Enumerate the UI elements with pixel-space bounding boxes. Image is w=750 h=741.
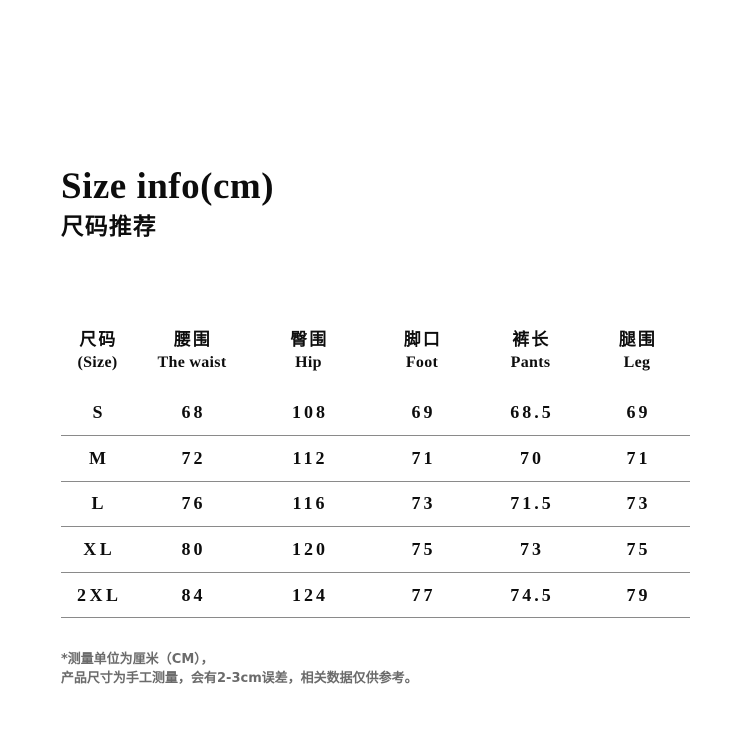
cell-size: L [61,481,134,528]
table-row: M 72 112 71 70 71 [61,435,690,482]
cell-size: M [61,435,134,482]
table-row: XL 80 120 75 73 75 [61,526,690,573]
column-header-pants: 裤长 Pants [477,313,584,390]
footnote-line-1: *测量单位为厘米（CM）， [61,652,214,667]
cell-waist: 68 [134,390,250,436]
cell-leg: 73 [584,481,690,528]
cell-waist: 84 [134,572,250,619]
column-header-hip-en: Hip [295,353,322,371]
cell-waist: 76 [134,481,250,528]
cell-hip: 116 [250,481,367,528]
column-header-size-cn: 尺码 [79,329,118,350]
column-header-leg-en: Leg [623,353,651,371]
column-header-size-en: (Size) [77,353,118,371]
page-title: Size info(cm) [61,166,275,207]
column-header-hip-cn: 臀围 [290,329,329,350]
column-header-leg-cn: 腿围 [619,329,657,350]
cell-hip: 112 [250,435,367,482]
cell-foot: 75 [367,526,477,573]
column-header-pants-en: Pants [510,353,551,371]
cell-size: S [61,390,134,436]
page-subtitle: 尺码推荐 [61,213,157,240]
column-header-waist-cn: 腰围 [174,329,212,350]
column-header-waist-en: The waist [157,353,227,371]
cell-foot: 71 [367,435,477,482]
cell-hip: 108 [250,390,367,436]
cell-foot: 77 [367,572,477,619]
column-header-foot-en: Foot [405,353,439,371]
cell-pants: 70 [477,435,584,482]
footnote-line-2: 产品尺寸为手工测量，会有2-3cm误差，相关数据仅供参考。 [61,671,418,686]
cell-waist: 72 [134,435,250,482]
cell-size: 2XL [61,572,134,619]
cell-leg: 75 [584,526,690,573]
cell-leg: 69 [584,390,690,436]
cell-hip: 120 [250,526,367,573]
column-header-size: 尺码 (Size) [61,313,134,390]
cell-pants: 68.5 [477,390,584,436]
column-header-leg: 腿围 Leg [584,313,690,390]
column-header-waist: 腰围 The waist [134,313,250,390]
column-header-pants-cn: 裤长 [512,329,551,350]
cell-leg: 71 [584,435,690,482]
table-row: S 68 108 69 68.5 69 [61,390,690,436]
column-header-foot: 脚口 Foot [367,313,477,390]
cell-foot: 69 [367,390,477,436]
column-header-hip: 臀围 Hip [250,313,367,390]
cell-leg: 79 [584,572,690,619]
table-row: 2XL 84 124 77 74.5 79 [61,572,690,619]
cell-foot: 73 [367,481,477,528]
cell-pants: 71.5 [477,481,584,528]
table-row: L 76 116 73 71.5 73 [61,481,690,528]
cell-size: XL [61,526,134,573]
footnote: *测量单位为厘米（CM）， 产品尺寸为手工测量，会有2-3cm误差，相关数据仅供… [61,650,701,688]
table-header-row: 尺码 (Size) 腰围 The waist 臀围 Hip 脚口 Foot 裤长 [61,313,690,390]
cell-hip: 124 [250,572,367,619]
cell-waist: 80 [134,526,250,573]
column-header-foot-cn: 脚口 [404,329,442,350]
title-block: Size info(cm) 尺码推荐 [61,166,681,243]
cell-pants: 74.5 [477,572,584,619]
cell-pants: 73 [477,526,584,573]
size-info-table: 尺码 (Size) 腰围 The waist 臀围 Hip 脚口 Foot 裤长 [61,313,690,619]
